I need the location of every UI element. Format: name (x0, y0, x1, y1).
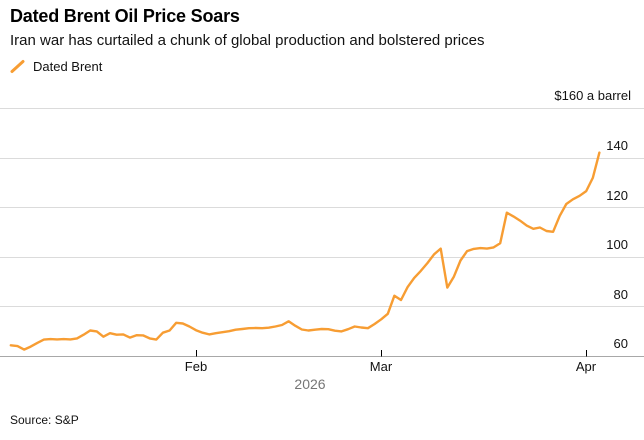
x-axis-year-label: 2026 (294, 376, 326, 392)
legend-label: Dated Brent (33, 59, 103, 74)
y-tick-label-120: 120 (606, 188, 628, 203)
y-tick-label-100: 100 (606, 237, 628, 252)
y-tick-label-140: 140 (606, 138, 628, 153)
x-tick-label-feb: Feb (184, 359, 208, 374)
chart-title: Dated Brent Oil Price Soars (10, 6, 240, 26)
legend: Dated Brent (10, 59, 102, 74)
y-axis-unit-label: $160 a barrel (554, 88, 631, 103)
chart-subtitle: Iran war has curtailed a chunk of global… (10, 32, 485, 49)
y-tick-label-60: 60 (613, 336, 628, 351)
y-tick-label-80: 80 (613, 287, 628, 302)
x-tick-label-mar: Mar (369, 359, 393, 374)
dated-brent-price-line (9, 151, 601, 351)
x-tick-label-apr: Apr (575, 359, 597, 374)
legend-line-swatch-icon (10, 59, 26, 74)
source-note: Source: S&P (10, 413, 79, 427)
